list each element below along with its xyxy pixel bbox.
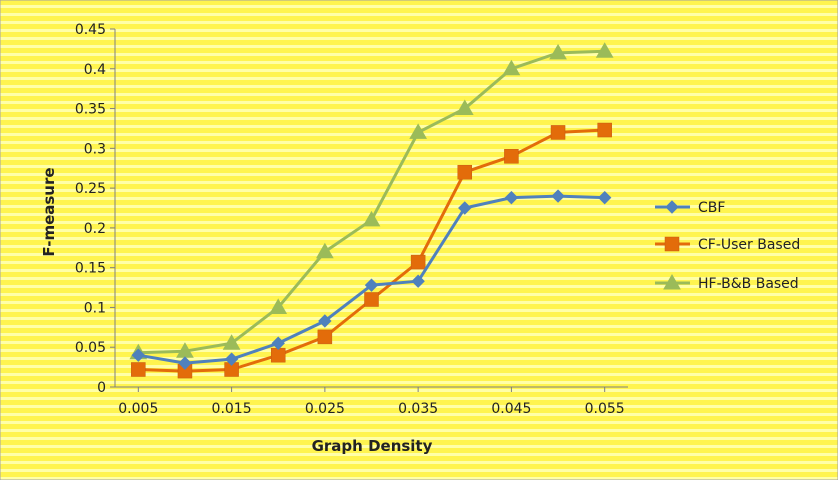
data-point xyxy=(270,347,286,363)
series-3 xyxy=(129,42,614,360)
legend-marker xyxy=(665,200,679,214)
data-point xyxy=(318,314,332,328)
y-tick-label: 0.45 xyxy=(75,22,106,38)
data-point xyxy=(550,125,566,140)
data-point xyxy=(271,336,285,350)
data-point xyxy=(502,59,521,76)
legend-label: CBF xyxy=(698,200,725,216)
y-tick-label: 0.2 xyxy=(84,221,106,237)
x-tick-label: 0.005 xyxy=(118,401,158,417)
legend: CBF CF-User Based HF-B&B Based xyxy=(655,200,800,292)
legend-marker xyxy=(664,236,680,252)
data-point xyxy=(364,278,379,292)
data-point xyxy=(362,210,381,227)
data-point xyxy=(222,334,241,350)
series-layer xyxy=(129,42,614,379)
series-1 xyxy=(131,189,612,370)
x-axis-title: Graph Density xyxy=(312,437,433,455)
x-tick-label: 0.015 xyxy=(212,401,252,417)
data-point xyxy=(410,254,426,270)
data-point xyxy=(504,149,519,164)
y-tick-label: 0.3 xyxy=(84,141,106,157)
legend-label: HF-B&B Based xyxy=(698,276,799,292)
data-point xyxy=(178,356,192,370)
data-point xyxy=(597,122,612,138)
data-point xyxy=(224,352,239,366)
y-tick-label: 0.35 xyxy=(75,102,106,118)
y-tick-label: 0.4 xyxy=(84,62,106,78)
data-point xyxy=(457,164,473,180)
x-tick-label: 0.035 xyxy=(398,401,438,417)
y-tick-label: 0.25 xyxy=(75,181,106,197)
x-tick-label: 0.055 xyxy=(585,401,625,417)
data-point xyxy=(269,298,288,314)
y-tick-label: 0.05 xyxy=(75,340,106,356)
data-point xyxy=(409,123,427,139)
x-tick-label: 0.025 xyxy=(305,401,345,417)
data-point xyxy=(316,242,334,259)
y-tick-label: 0 xyxy=(97,380,106,396)
data-point xyxy=(131,348,146,362)
series-2 xyxy=(131,122,612,379)
x-tick-label: 0.045 xyxy=(491,401,531,417)
axes: 0 0.05 0.1 0.15 0.2 0.25 0.3 0.35 0.4 0.45 0.005 0.… xyxy=(75,22,628,417)
data-point xyxy=(131,362,146,377)
y-tick-label: 0.15 xyxy=(75,261,106,277)
legend-label: CF-User Based xyxy=(698,237,800,253)
data-point xyxy=(551,189,565,203)
data-point xyxy=(597,190,612,205)
data-point xyxy=(364,292,379,307)
y-tick-label: 0.1 xyxy=(84,300,106,316)
data-point xyxy=(595,42,614,58)
data-point xyxy=(455,99,474,116)
legend-marker xyxy=(663,273,681,290)
data-point xyxy=(317,329,333,345)
data-point xyxy=(549,43,567,60)
data-point xyxy=(411,274,425,288)
data-point xyxy=(458,201,472,215)
y-axis-title: F-measure xyxy=(40,167,58,256)
data-point xyxy=(504,190,519,205)
